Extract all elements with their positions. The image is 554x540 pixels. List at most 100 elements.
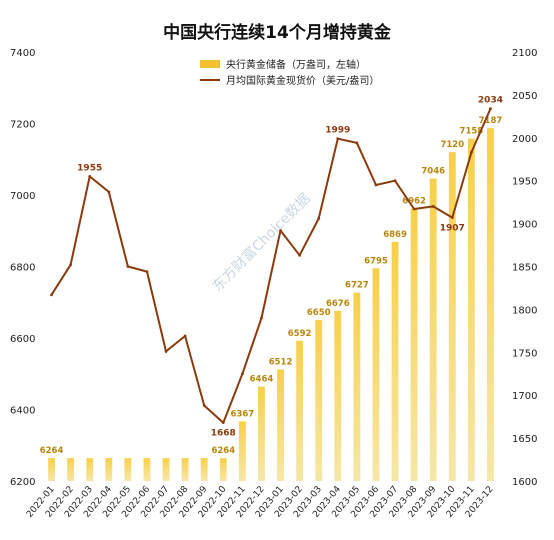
price-point	[183, 334, 187, 338]
bar	[48, 458, 55, 481]
price-point	[145, 270, 149, 274]
left-tick-label: 6200	[10, 477, 35, 488]
right-tick-label: 1600	[512, 477, 537, 488]
bar-value-label: 6264	[211, 446, 235, 456]
line-series	[50, 107, 492, 425]
chart-title: 中国央行连续14个月增持黄金	[163, 22, 392, 43]
price-point	[69, 263, 73, 267]
bar	[200, 458, 208, 481]
bar	[258, 386, 265, 481]
right-tick-label: 1900	[512, 220, 537, 231]
right-tick-label: 1700	[512, 391, 537, 402]
left-tick-label: 7000	[10, 191, 35, 202]
bar-series	[48, 128, 494, 481]
price-point	[221, 421, 225, 425]
price-point	[336, 137, 340, 141]
right-tick-label: 1850	[512, 263, 537, 274]
bar-value-label: 6264	[40, 446, 64, 456]
bar	[105, 458, 113, 481]
watermark: 东方财富Choice数据	[209, 190, 314, 295]
bar-value-label: 6367	[231, 409, 255, 419]
left-axis: 6200 6400 6600 6800 7000 7200 7400	[10, 48, 35, 488]
bar-value-label: 7158	[460, 127, 484, 137]
legend: 央行黄金储备（万盎司，左轴） 月均国际黄金现货价（美元/盎司）	[200, 58, 379, 87]
price-point	[50, 293, 53, 297]
bar	[143, 458, 151, 481]
bar	[296, 340, 304, 481]
bar	[487, 128, 494, 481]
right-tick-label: 1750	[512, 348, 537, 359]
price-point	[355, 141, 359, 145]
price-point	[164, 350, 168, 353]
price-point	[298, 253, 302, 257]
price-point	[374, 183, 378, 187]
price-point	[202, 404, 206, 407]
right-tick-label: 2100	[512, 48, 537, 59]
price-point	[450, 216, 454, 219]
bar	[410, 208, 418, 481]
price-point	[431, 205, 435, 208]
bar-value-label: 6795	[364, 256, 388, 266]
bar	[448, 152, 456, 481]
bar-value-label: 6512	[269, 357, 293, 367]
right-tick-label: 1950	[512, 177, 537, 188]
left-tick-label: 6400	[10, 406, 35, 417]
bar	[391, 241, 399, 481]
price-point	[317, 217, 321, 220]
bar	[277, 369, 284, 481]
price-point	[393, 179, 397, 183]
price-value-label: 2034	[478, 96, 503, 106]
legend-bar-label: 央行黄金储备（万盎司，左轴）	[226, 58, 366, 71]
price-point	[469, 150, 473, 154]
legend-line-label: 月均国际黄金现货价（美元/盎司）	[226, 74, 379, 87]
price-line	[50, 108, 492, 424]
x-axis: 2022-012022-022022-032022-042022-052022-…	[25, 484, 496, 519]
bar	[124, 458, 132, 481]
right-tick-label: 1800	[512, 305, 537, 316]
left-tick-label: 7400	[10, 48, 35, 59]
bar	[353, 292, 361, 481]
bar	[372, 268, 380, 481]
bar-value-label: 6962	[402, 197, 426, 207]
bar	[219, 458, 227, 481]
bar-value-label: 6676	[326, 299, 350, 309]
line-labels: 1955 1668 1999 1907 2034	[77, 96, 503, 439]
legend-bar-swatch	[200, 60, 220, 68]
right-tick-label: 2050	[512, 91, 537, 102]
price-value-label: 1999	[325, 126, 350, 136]
bar	[467, 138, 475, 481]
price-point	[260, 316, 263, 320]
bar	[181, 458, 189, 481]
left-tick-label: 7200	[10, 120, 35, 131]
price-point	[240, 372, 244, 376]
bar-value-label: 7187	[479, 116, 503, 126]
bar	[429, 178, 437, 481]
bar-value-label: 7046	[421, 167, 445, 177]
left-tick-label: 6800	[10, 263, 35, 274]
bar	[238, 421, 246, 481]
bar	[315, 320, 323, 481]
price-value-label: 1668	[211, 429, 236, 439]
bar-value-label: 6650	[307, 308, 331, 318]
bar	[86, 458, 94, 481]
bar	[67, 458, 75, 481]
bar-value-label: 6727	[345, 281, 369, 291]
price-point	[126, 265, 130, 268]
bar-value-label: 7120	[440, 140, 464, 150]
price-point	[107, 190, 111, 194]
right-axis: 1600 1650 1700 1750 1800 1850 1900 1950 2000 2050…	[512, 48, 537, 488]
bar-value-label: 6464	[250, 375, 274, 385]
bar-value-label: 6869	[383, 230, 407, 240]
bar-value-label: 6592	[288, 329, 312, 339]
right-tick-label: 2000	[512, 134, 537, 145]
left-tick-label: 6600	[10, 334, 35, 345]
price-value-label: 1907	[440, 224, 465, 234]
price-point	[412, 207, 416, 211]
price-value-label: 1955	[77, 163, 102, 173]
bar	[334, 310, 342, 481]
price-point	[489, 107, 492, 111]
right-tick-label: 1650	[512, 434, 537, 445]
bar	[162, 458, 170, 481]
